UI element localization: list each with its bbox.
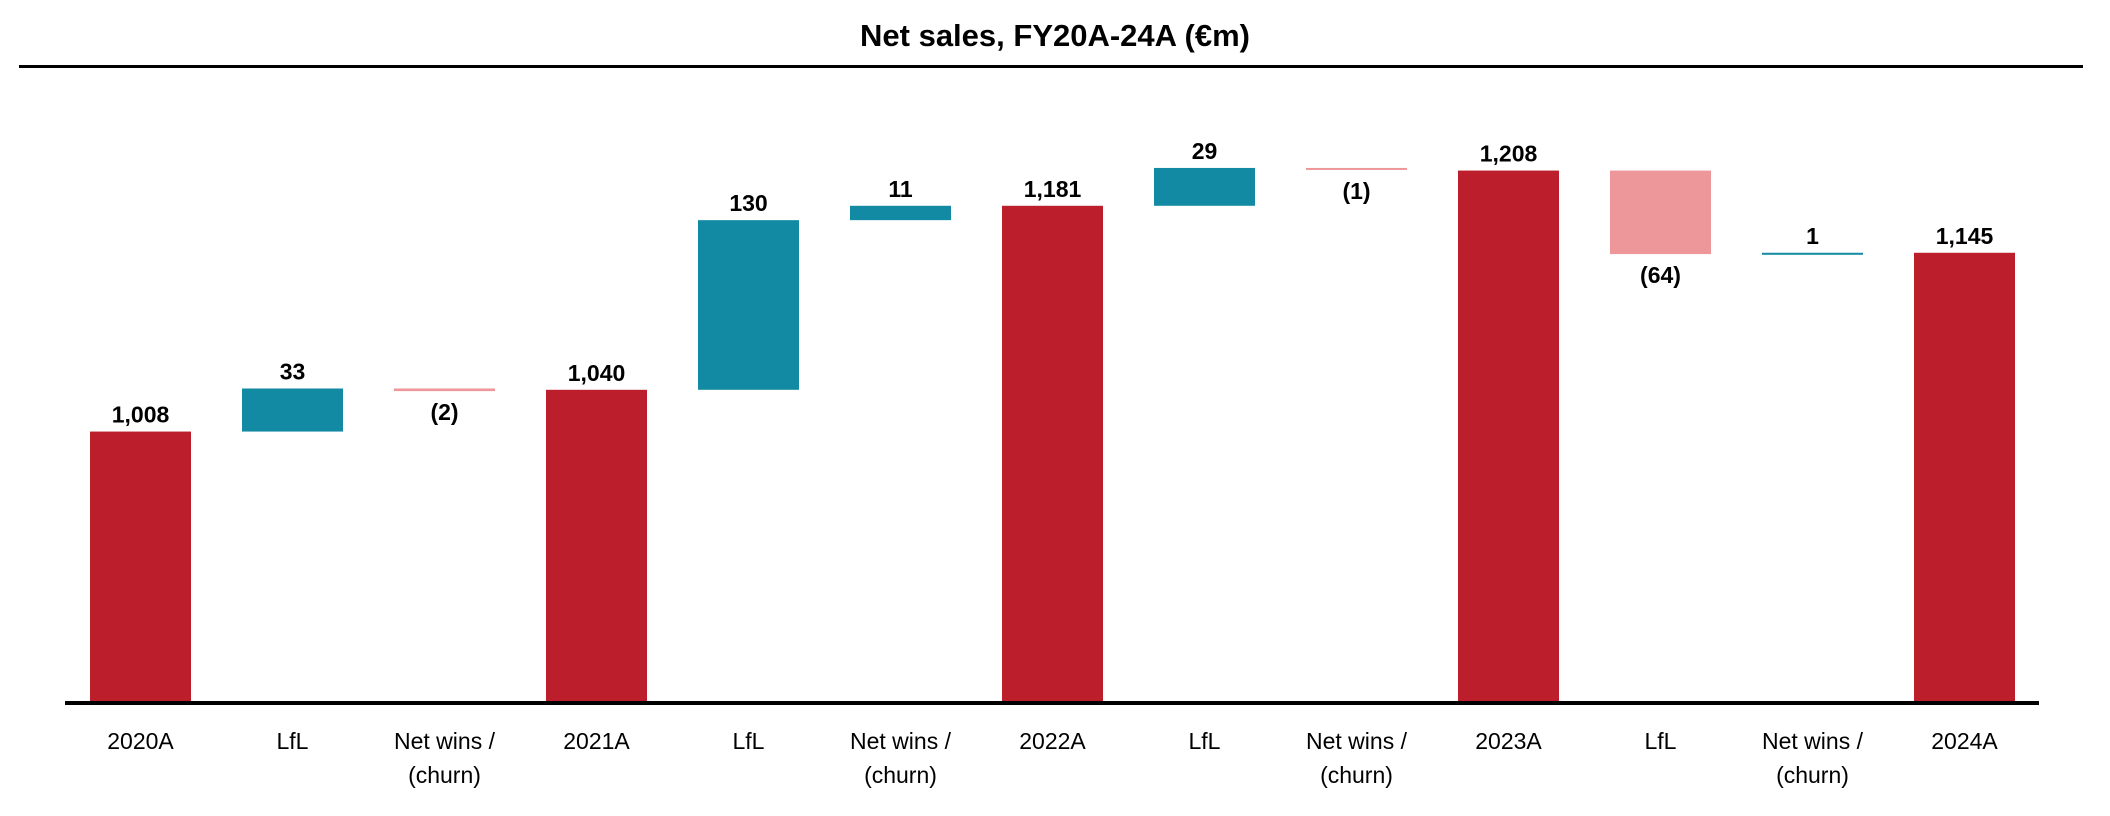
title-divider (19, 65, 2083, 68)
data-label-2: (2) (430, 399, 458, 425)
bar-2 (394, 388, 495, 392)
bar-4 (698, 220, 799, 390)
bar-10 (1610, 170, 1711, 255)
x-tick-label-7: LfL (1189, 728, 1221, 754)
data-label-8: (1) (1342, 178, 1370, 204)
data-label-1: 33 (280, 358, 306, 384)
x-tick-label-4: LfL (733, 728, 765, 754)
x-tick-label-11: Net wins / (1762, 728, 1864, 754)
bar-0 (90, 431, 191, 703)
x-tick-label-8-line2: (churn) (1320, 762, 1393, 788)
x-axis-line (65, 701, 2039, 705)
data-label-12: 1,145 (1936, 223, 1994, 249)
chart-title: Net sales, FY20A-24A (€m) (860, 18, 1250, 53)
data-label-11: 1 (1806, 223, 1819, 249)
bar-9 (1458, 170, 1559, 703)
data-label-5: 11 (888, 176, 913, 202)
bar-7 (1154, 167, 1255, 206)
data-label-3: 1,040 (568, 360, 626, 386)
bar-5 (850, 205, 951, 221)
x-tick-label-5-line2: (churn) (864, 762, 937, 788)
bar-3 (546, 389, 647, 703)
data-label-9: 1,208 (1480, 141, 1538, 167)
x-tick-label-3: 2021A (563, 728, 630, 754)
bar-6 (1002, 205, 1103, 704)
x-tick-label-9: 2023A (1475, 728, 1542, 754)
x-tick-label-5: Net wins / (850, 728, 952, 754)
data-label-6: 1,181 (1024, 176, 1082, 202)
data-label-10: (64) (1640, 262, 1681, 288)
x-tick-label-1: LfL (277, 728, 309, 754)
x-tick-label-10: LfL (1645, 728, 1677, 754)
x-tick-label-6: 2022A (1019, 728, 1086, 754)
x-tick-label-8: Net wins / (1306, 728, 1408, 754)
x-tick-label-11-line2: (churn) (1776, 762, 1849, 788)
x-tick-label-0: 2020A (107, 728, 174, 754)
bar-11 (1762, 252, 1863, 255)
x-tick-label-12: 2024A (1931, 728, 1998, 754)
x-tick-label-2-line2: (churn) (408, 762, 481, 788)
x-tick-label-2: Net wins / (394, 728, 496, 754)
data-label-0: 1,008 (112, 402, 170, 428)
bar-1 (242, 388, 343, 432)
data-label-7: 29 (1192, 138, 1218, 164)
bar-12 (1914, 252, 2015, 703)
bar-8 (1306, 167, 1407, 170)
data-label-4: 130 (729, 190, 767, 216)
